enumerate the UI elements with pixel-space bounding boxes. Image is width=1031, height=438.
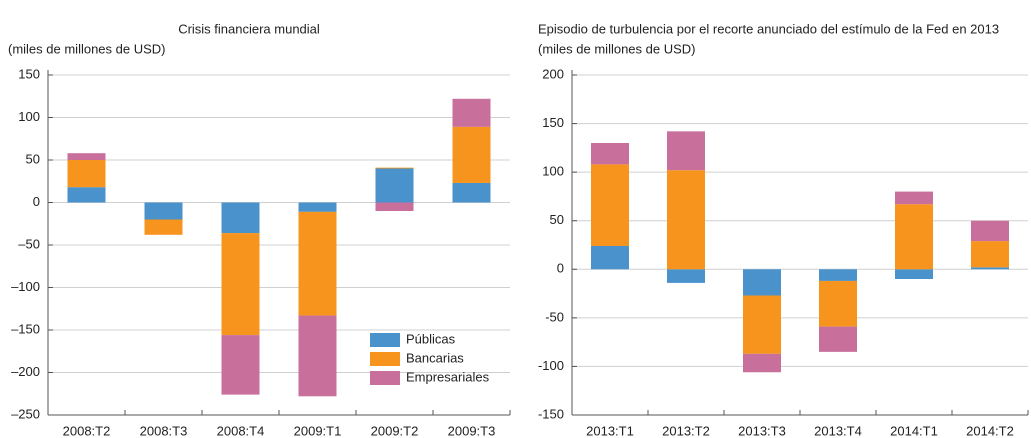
bar-segment <box>667 269 705 283</box>
bar-segment <box>67 160 106 188</box>
y-tick-label: 0 <box>557 261 564 276</box>
x-tick-label: 2009:T1 <box>294 423 342 438</box>
x-tick-label: 2014:T2 <box>966 423 1014 438</box>
bar-segment <box>819 280 857 327</box>
y-tick-label: –50 <box>18 236 40 251</box>
bar-segment <box>375 168 414 203</box>
bar-segment <box>452 126 491 183</box>
chart-title: Episodio de turbulencia por el recorte a… <box>538 21 999 36</box>
bar-segment <box>221 202 260 234</box>
x-tick-label: 2013:T4 <box>814 423 862 438</box>
y-tick-label: –250 <box>11 406 40 421</box>
bar-segment <box>971 220 1009 242</box>
y-tick-label: 0 <box>33 194 40 209</box>
bar-segment <box>895 204 933 270</box>
y-tick-label: 50 <box>26 151 40 166</box>
bar-segment <box>452 98 491 127</box>
y-tick-label: -50 <box>545 309 564 324</box>
bar-segment <box>591 143 629 165</box>
bar-segment <box>743 295 781 354</box>
bar-segment <box>895 191 933 205</box>
y-tick-label: 150 <box>18 66 40 81</box>
bar-segment <box>298 211 337 316</box>
y-tick-label: –150 <box>11 321 40 336</box>
bar-segment <box>667 131 705 171</box>
bar-segment <box>298 315 337 397</box>
bar-segment <box>298 202 337 212</box>
bar-segment <box>221 233 260 336</box>
legend-swatch <box>370 352 400 366</box>
y-axis-unit: (miles de millones de USD) <box>538 41 696 56</box>
bar-segment <box>591 245 629 270</box>
bar-segment <box>144 219 183 235</box>
x-tick-label: 2013:T3 <box>738 423 786 438</box>
x-tick-label: 2008:T4 <box>217 423 265 438</box>
bar-segment <box>743 269 781 296</box>
y-tick-label: -150 <box>538 406 564 421</box>
bar-segment <box>819 269 857 281</box>
legend-label: Empresariales <box>406 369 490 384</box>
chart-title: Crisis financiera mundial <box>178 21 320 36</box>
y-tick-label: 50 <box>550 212 564 227</box>
x-tick-label: 2009:T2 <box>371 423 419 438</box>
bar-segment <box>819 326 857 352</box>
bar-segment <box>971 241 1009 268</box>
x-tick-label: 2013:T1 <box>586 423 634 438</box>
bar-segment <box>67 187 106 203</box>
x-tick-label: 2009:T3 <box>448 423 496 438</box>
bar-segment <box>67 153 106 160</box>
legend-swatch <box>370 371 400 385</box>
y-tick-label: –100 <box>11 279 40 294</box>
legend-label: Públicas <box>406 331 456 346</box>
bar-segment <box>452 182 491 203</box>
y-tick-label: 100 <box>542 164 564 179</box>
x-tick-label: 2014:T1 <box>890 423 938 438</box>
bar-segment <box>971 267 1009 270</box>
bar-segment <box>221 335 260 395</box>
bar-segment <box>743 353 781 373</box>
y-tick-label: 100 <box>18 109 40 124</box>
bar-segment <box>667 170 705 270</box>
legend-swatch <box>370 333 400 347</box>
y-tick-label: –200 <box>11 364 40 379</box>
legend-label: Bancarias <box>406 350 464 365</box>
bar-segment <box>144 202 183 220</box>
y-tick-label: -100 <box>538 358 564 373</box>
x-tick-label: 2008:T2 <box>63 423 111 438</box>
y-tick-label: 150 <box>542 115 564 130</box>
bar-segment <box>375 167 414 169</box>
x-tick-label: 2008:T3 <box>140 423 188 438</box>
bar-segment <box>895 269 933 279</box>
x-tick-label: 2013:T2 <box>662 423 710 438</box>
y-tick-label: 200 <box>542 66 564 81</box>
bar-segment <box>591 164 629 246</box>
bar-segment <box>375 202 414 211</box>
y-axis-unit: (miles de millones de USD) <box>8 41 166 56</box>
